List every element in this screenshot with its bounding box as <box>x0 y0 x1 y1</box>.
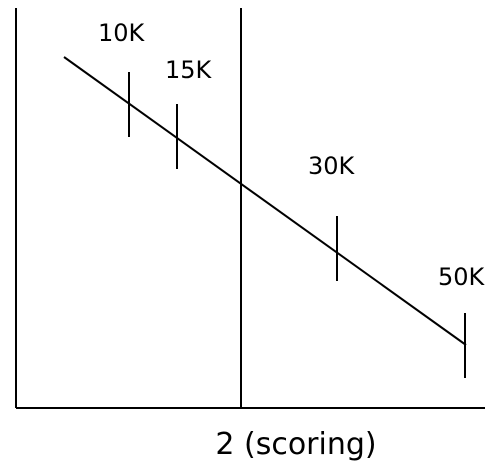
diagonal-trend-line <box>63 56 467 346</box>
tick-label-15k: 15K <box>165 56 213 84</box>
tick-label-50k: 50K <box>438 263 485 291</box>
x-axis-label: 2 (scoring) <box>215 427 376 462</box>
tick-label-30k: 30K <box>308 152 356 180</box>
tick-label-10k: 10K <box>98 19 146 47</box>
